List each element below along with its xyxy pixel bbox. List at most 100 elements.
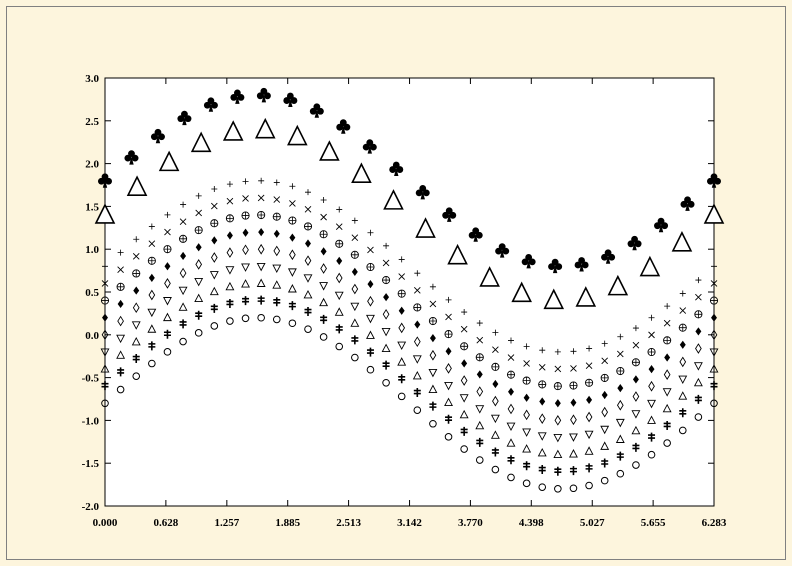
marker-diamond-open (445, 362, 452, 374)
marker-diamond-open (585, 411, 593, 423)
marker-triangle-up (506, 438, 516, 447)
marker-triangle-up (553, 449, 563, 459)
marker-double-cross (429, 401, 437, 411)
marker-triangle-down (600, 425, 610, 435)
club-lobe-left (680, 200, 688, 208)
marker-triangle-large (671, 230, 693, 252)
marker-plus (273, 179, 280, 186)
club-lobe-left (707, 177, 714, 185)
marker-diamond-open (304, 255, 312, 267)
x-tick-label: 1.885 (275, 517, 300, 529)
marker-diamond-open (242, 244, 249, 256)
marker-double-cross (663, 420, 671, 430)
club-lobe-right (581, 261, 589, 269)
marker-triangle-down (584, 430, 594, 440)
marker-diamond-open (429, 349, 437, 361)
marker-triangle-up (522, 444, 532, 453)
marker-circle-open (616, 469, 625, 478)
marker-plus (476, 320, 483, 327)
marker-diamond-filled (492, 379, 499, 389)
marker-circle-open (148, 359, 156, 368)
marker-diamond-filled (414, 320, 421, 329)
marker-circle-plus-cross (679, 324, 687, 332)
marker-diamond-filled (664, 353, 671, 362)
marker-diamond-filled (117, 299, 124, 309)
marker-diamond-filled (429, 334, 436, 343)
marker-triangle-down (678, 375, 688, 385)
club-lobe-left (389, 166, 397, 173)
marker-circle-plus-cross (491, 363, 499, 371)
club-lobe-left (415, 189, 423, 197)
marker-plus (648, 314, 655, 321)
marker-club (548, 258, 563, 274)
marker-diamond-filled (617, 384, 624, 393)
marker-club (707, 173, 721, 188)
marker-triangle-down (194, 278, 204, 287)
marker-diamond-open (413, 336, 421, 348)
club-stem (367, 145, 372, 154)
marker-triangle-down (256, 262, 266, 272)
club-stem (499, 249, 505, 258)
marker-triangle-up (569, 449, 578, 458)
marker-plus (336, 206, 343, 213)
marker-double-cross (273, 297, 281, 307)
marker-triangle-up (319, 297, 329, 307)
marker-circle-plus-cross (226, 214, 234, 222)
marker-plus (211, 185, 218, 192)
marker-triangle-up (490, 430, 500, 439)
marker-club (574, 257, 589, 272)
marker-diamond-filled (289, 233, 296, 242)
marker-circle-plus-cross (304, 222, 312, 231)
marker-x (335, 223, 343, 230)
marker-plus (679, 290, 686, 297)
marker-diamond-open (538, 413, 546, 425)
marker-club (601, 249, 616, 264)
marker-triangle-down (163, 297, 172, 306)
marker-diamond-open (570, 414, 577, 426)
marker-club (627, 235, 642, 251)
marker-double-cross (366, 347, 374, 357)
marker-circle-plus-cross (382, 276, 390, 284)
marker-diamond-open (460, 375, 468, 386)
marker-diamond-open (164, 278, 171, 289)
club-lobe-right (264, 92, 271, 100)
marker-diamond-open (632, 391, 640, 402)
club-lobe-left (177, 115, 185, 123)
marker-x (710, 280, 718, 287)
marker-double-cross (476, 437, 484, 447)
marker-triangle-large (543, 288, 565, 310)
marker-triangle-down (693, 362, 703, 371)
marker-triangle-up (116, 350, 126, 359)
marker-triangle-up (412, 370, 422, 380)
marker-triangle-down (647, 399, 656, 409)
marker-triangle-up (662, 403, 672, 413)
marker-x (445, 313, 452, 321)
marker-diamond-open (398, 322, 406, 334)
x-tick-label: 1.257 (214, 517, 239, 529)
marker-diamond-open (663, 369, 671, 380)
marker-triangle-large (254, 117, 276, 139)
marker-diamond-open (476, 386, 484, 397)
marker-plus (554, 348, 561, 355)
marker-diamond-filled (351, 267, 358, 277)
marker-x (179, 218, 187, 226)
marker-triangle-large (222, 120, 244, 141)
marker-double-cross (382, 360, 390, 370)
marker-triangle-down (709, 348, 719, 357)
marker-triangle-down (366, 314, 375, 324)
marker-diamond-open (492, 395, 499, 407)
marker-circle-plus-cross (148, 257, 156, 265)
marker-triangle-large (511, 281, 532, 303)
series-double-cross (101, 295, 718, 476)
marker-x (273, 196, 281, 203)
marker-triangle-large (639, 255, 661, 277)
marker-triangle-large (447, 243, 468, 265)
marker-diamond-open (616, 399, 624, 411)
x-tick-label: 5.027 (580, 517, 605, 529)
marker-circle-open (491, 465, 500, 474)
marker-circle-plus-cross (179, 235, 187, 243)
club-stem (288, 99, 293, 108)
marker-x (289, 200, 296, 207)
marker-double-cross (523, 461, 531, 471)
marker-plus (367, 229, 374, 236)
